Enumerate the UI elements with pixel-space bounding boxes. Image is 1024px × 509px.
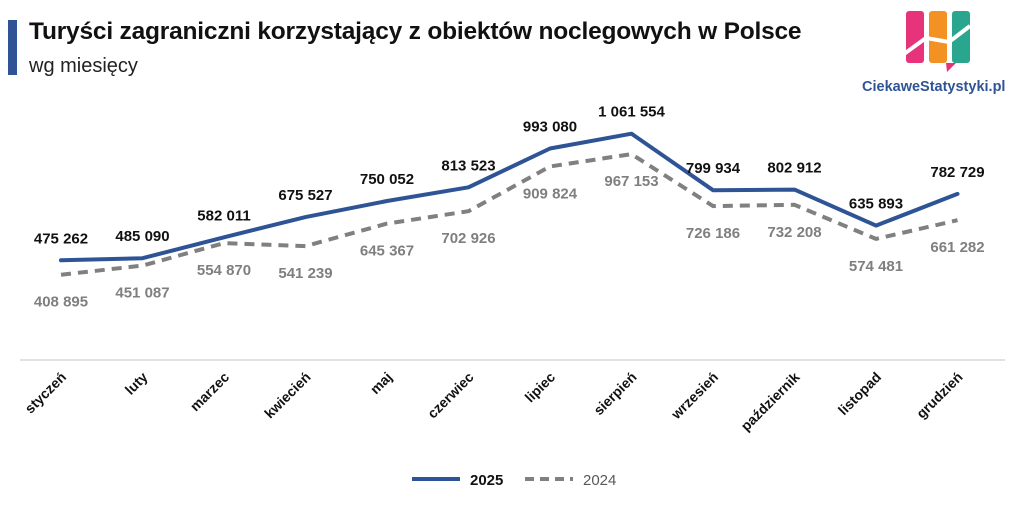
chart-series-lines [59, 131, 960, 277]
data-label-2025-11: 782 729 [930, 164, 984, 181]
x-tick-label-1: luty [122, 369, 151, 398]
x-tick-label-11: grudzień [913, 369, 966, 422]
data-label-2025-0: 475 262 [34, 230, 88, 247]
series-line-2025 [59, 131, 960, 263]
data-label-2024-1: 451 087 [115, 285, 169, 302]
data-label-2025-7: 1 061 554 [598, 104, 665, 121]
data-label-2024-2: 554 870 [197, 262, 251, 279]
data-label-2025-1: 485 090 [115, 228, 169, 245]
data-label-2025-8: 799 934 [686, 160, 741, 177]
x-tick-label-0: styczeń [21, 369, 69, 417]
data-label-2024-0: 408 895 [34, 294, 88, 311]
data-label-2024-3: 541 239 [278, 265, 332, 282]
data-label-2025-9: 802 912 [767, 160, 821, 177]
data-label-2025-6: 993 080 [523, 118, 577, 135]
x-tick-label-5: czerwiec [424, 369, 477, 422]
x-tick-label-4: maj [367, 369, 395, 397]
x-tick-label-3: kwiecień [261, 369, 314, 422]
data-label-2025-5: 813 523 [441, 157, 495, 174]
brand-name: CiekaweStatystyki.pl [862, 79, 1006, 95]
data-label-2025-2: 582 011 [197, 207, 250, 224]
data-label-2024-8: 726 186 [686, 225, 740, 242]
data-label-2025-3: 675 527 [278, 187, 332, 204]
brand-logo-icon [902, 11, 972, 72]
chart-legend: 2025 2024 [412, 472, 616, 489]
legend-label-2024: 2024 [583, 472, 616, 489]
chart-subtitle: wg miesięcy [29, 55, 138, 77]
data-label-2025-10: 635 893 [849, 196, 903, 213]
data-label-2024-6: 909 824 [523, 185, 578, 202]
x-tick-label-6: lipiec [521, 369, 558, 406]
x-tick-label-2: marzec [187, 369, 233, 415]
chart-data-labels: 475 262 485 090 582 011 675 527 750 052 813 5… [34, 104, 985, 311]
x-axis-tick-labels: styczeń luty marzec kwiecień maj czerwiec lipi… [21, 369, 965, 434]
series-line-2024 [60, 152, 958, 277]
data-label-2024-9: 732 208 [767, 224, 821, 241]
x-tick-label-9: październik [737, 369, 802, 434]
data-label-2025-4: 750 052 [360, 171, 414, 188]
data-label-2024-4: 645 367 [360, 243, 414, 260]
chart-title: Turyści zagraniczni korzystający z obiek… [29, 18, 802, 45]
x-tick-label-7: sierpień [590, 369, 639, 418]
x-tick-label-8: wrzesień [667, 369, 721, 423]
title-accent-bar [8, 20, 17, 75]
data-label-2024-10: 574 481 [849, 258, 903, 275]
data-label-2024-5: 702 926 [441, 230, 495, 247]
x-tick-label-10: listopad [835, 369, 884, 418]
legend-label-2025: 2025 [470, 472, 503, 489]
data-label-2024-11: 661 282 [930, 239, 984, 256]
data-label-2024-7: 967 153 [604, 173, 658, 190]
